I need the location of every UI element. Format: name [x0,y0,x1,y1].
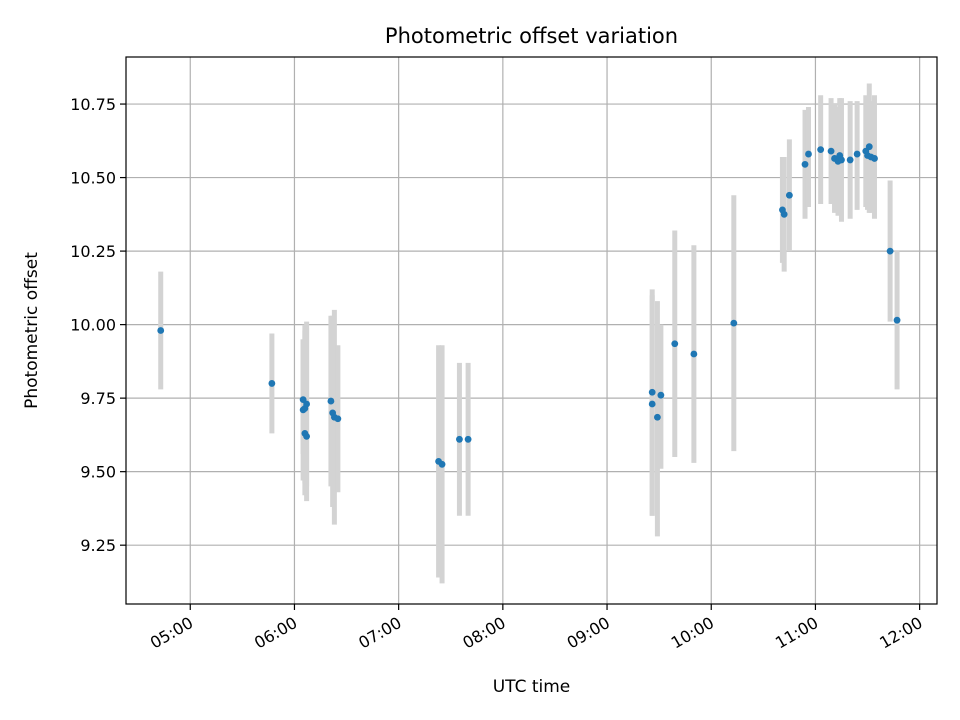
data-point [303,400,311,408]
y-tick-label: 9.75 [80,389,116,408]
data-point [827,147,835,155]
data-point [438,460,446,468]
y-tick-label: 10.75 [70,95,116,114]
y-tick-label: 10.50 [70,169,116,188]
plot-frame [125,56,938,605]
data-point [865,143,873,151]
data-point [805,150,812,158]
data-points [157,143,901,468]
data-point [730,319,738,327]
data-point [886,247,894,255]
data-point [648,400,656,408]
grid [126,57,937,604]
data-point [838,156,845,164]
data-point [268,380,276,387]
y-tick-label: 10.25 [70,242,116,261]
chart-title: Photometric offset variation [385,24,678,48]
data-point [654,413,661,421]
data-point [657,391,665,399]
data-point [801,160,809,168]
data-point [785,191,793,199]
data-point [893,316,901,324]
data-point [690,350,698,358]
data-point [327,397,335,405]
data-point [780,210,788,218]
data-point [846,156,854,164]
y-tick-label: 9.25 [80,536,116,555]
data-point [671,340,679,348]
data-point [464,435,472,443]
data-point [334,415,342,423]
y-axis-label: Photometric offset [22,252,42,409]
data-point [871,155,878,162]
x-axis-label: UTC time [493,677,571,697]
data-point [648,388,656,396]
y-tick-label: 10.00 [70,316,116,335]
data-point [456,435,463,443]
data-point [817,146,825,154]
data-point [303,432,311,440]
data-point [157,327,165,334]
data-point [853,150,861,158]
y-tick-label: 9.50 [80,463,116,482]
